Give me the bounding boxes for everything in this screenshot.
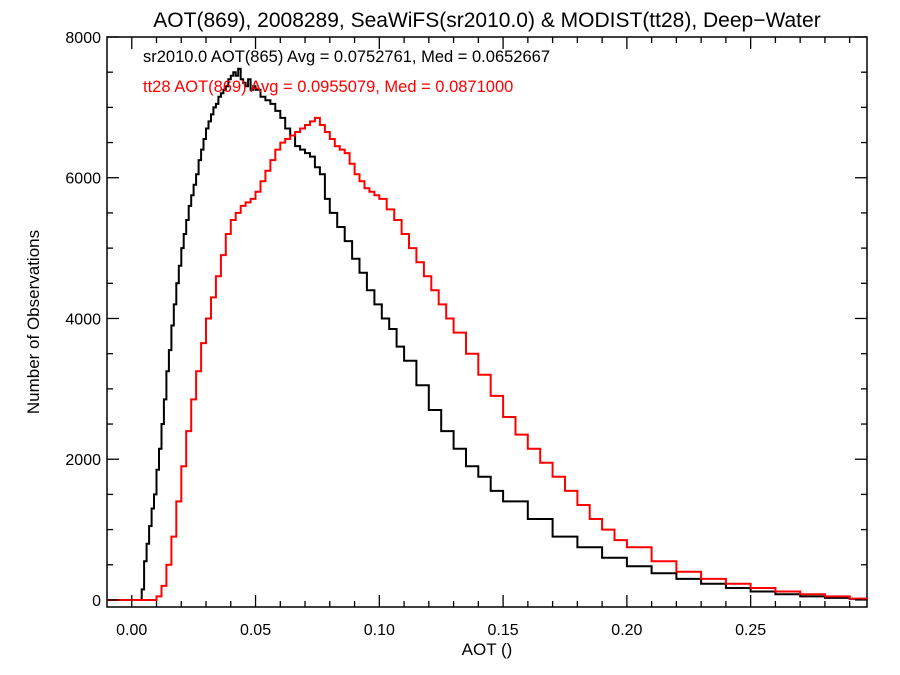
legend-entry-tt28: tt28 AOT(869) Avg = 0.0955079, Med = 0.0… <box>143 78 513 96</box>
x-tick-label: 0.15 <box>488 622 519 639</box>
y-tick-label: 6000 <box>65 171 101 188</box>
plot-area-frame <box>106 36 868 608</box>
x-tick-label: 0.10 <box>364 622 395 639</box>
legend-entry-sr2010: sr2010.0 AOT(865) Avg = 0.0752761, Med =… <box>143 48 550 66</box>
x-tick-label: 0.00 <box>116 622 147 639</box>
y-tick-label: 8000 <box>65 30 101 47</box>
y-tick-label: 0 <box>92 593 101 610</box>
y-tick-label: 2000 <box>65 452 101 469</box>
series-layer <box>107 67 868 601</box>
x-axis-title: AOT () <box>462 640 513 659</box>
x-tick-label: 0.20 <box>611 622 642 639</box>
y-axis-title: Number of Observations <box>24 230 43 414</box>
x-tick-label: 0.05 <box>240 622 271 639</box>
y-tick-label: 4000 <box>65 311 101 328</box>
chart-title: AOT(869), 2008289, SeaWiFS(sr2010.0) & M… <box>153 9 820 32</box>
histogram-series-1 <box>107 116 868 601</box>
histogram-series-0 <box>107 67 868 601</box>
axis-ticks: 0.00 0.05 0.10 0.15 0.20 0.25 0 2000 4000 6000 800… <box>65 30 867 639</box>
x-tick-label: 0.25 <box>735 622 766 639</box>
